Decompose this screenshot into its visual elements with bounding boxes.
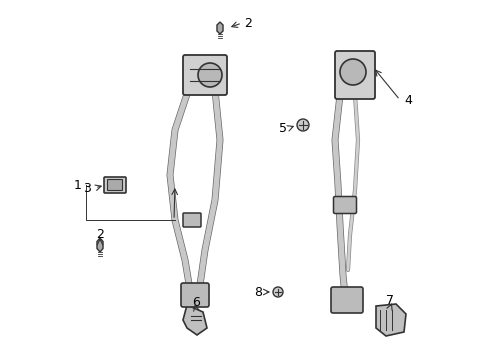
FancyBboxPatch shape	[331, 287, 363, 313]
FancyBboxPatch shape	[183, 213, 201, 227]
Text: 1: 1	[74, 179, 82, 192]
FancyBboxPatch shape	[183, 55, 227, 95]
Text: 8: 8	[254, 285, 262, 298]
FancyBboxPatch shape	[104, 177, 126, 193]
Polygon shape	[97, 238, 103, 252]
Text: 4: 4	[404, 94, 412, 107]
Polygon shape	[217, 22, 223, 34]
FancyBboxPatch shape	[181, 283, 209, 307]
Polygon shape	[376, 304, 406, 336]
Text: 6: 6	[192, 296, 200, 309]
Text: 2: 2	[244, 17, 252, 30]
Text: 3: 3	[83, 181, 91, 194]
Circle shape	[198, 63, 222, 87]
Text: 2: 2	[96, 229, 104, 242]
FancyBboxPatch shape	[334, 197, 357, 213]
FancyBboxPatch shape	[107, 180, 122, 190]
Circle shape	[340, 59, 366, 85]
Text: 7: 7	[386, 293, 394, 306]
Polygon shape	[183, 305, 207, 335]
Text: 5: 5	[279, 122, 287, 135]
Circle shape	[297, 119, 309, 131]
Circle shape	[273, 287, 283, 297]
FancyBboxPatch shape	[335, 51, 375, 99]
